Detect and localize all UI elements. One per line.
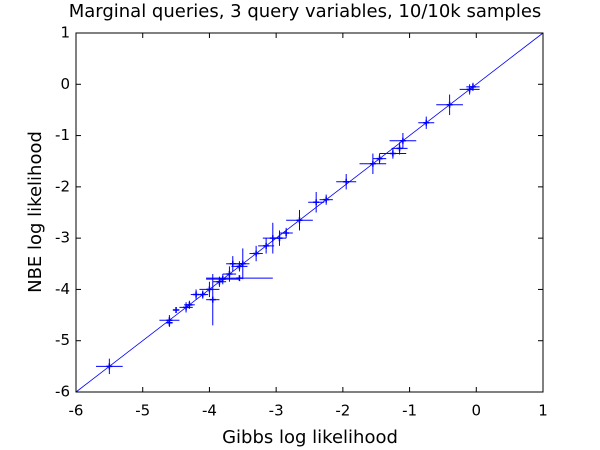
y-tick-label: -5	[55, 331, 70, 349]
chart-title: Marginal queries, 3 query variables, 10/…	[69, 1, 542, 22]
point	[343, 178, 350, 185]
x-tick-label: -3	[269, 402, 284, 420]
y-tick-label: -2	[55, 177, 70, 195]
point	[206, 286, 213, 293]
point	[323, 196, 330, 203]
x-tick-label: 0	[472, 402, 482, 420]
y-tick-label: -4	[55, 280, 70, 298]
point	[229, 260, 236, 267]
point	[283, 230, 290, 237]
point	[166, 319, 173, 326]
point	[253, 250, 260, 257]
y-tick-label: 0	[60, 75, 70, 93]
point	[183, 304, 190, 311]
y-tick-label: -6	[55, 383, 70, 401]
point	[239, 260, 246, 267]
point	[423, 119, 430, 126]
point	[219, 276, 226, 283]
point	[236, 263, 243, 270]
point	[276, 235, 283, 242]
x-tick-label: 1	[538, 402, 548, 420]
point	[469, 83, 476, 90]
point	[199, 291, 206, 298]
x-tick-label: -5	[135, 402, 150, 420]
point	[296, 217, 303, 224]
plot-area	[75, 32, 544, 393]
point	[226, 271, 233, 278]
x-tick-label: -4	[202, 402, 217, 420]
point	[446, 101, 453, 108]
point	[376, 155, 383, 162]
axes-box	[75, 32, 544, 393]
point	[216, 278, 223, 285]
x-axis-label: Gibbs log likelihood	[222, 427, 398, 448]
point	[186, 301, 193, 308]
y-tick-label: -3	[55, 229, 70, 247]
y-tick-label: 1	[60, 24, 70, 42]
point	[263, 242, 270, 249]
x-tick-label: -6	[69, 402, 84, 420]
point	[236, 275, 243, 282]
point	[173, 306, 180, 313]
x-tick-label: -2	[335, 402, 350, 420]
point	[313, 199, 320, 206]
point	[466, 86, 473, 93]
y-axis-label: NBE log likelihood	[25, 131, 46, 293]
x-tick-label: -1	[402, 402, 417, 420]
point	[396, 145, 403, 152]
identity-line	[75, 32, 544, 393]
point	[399, 137, 406, 144]
point	[369, 160, 376, 167]
point	[209, 296, 216, 303]
point	[106, 363, 113, 370]
point	[389, 150, 396, 157]
y-tick-label: -1	[55, 126, 70, 144]
